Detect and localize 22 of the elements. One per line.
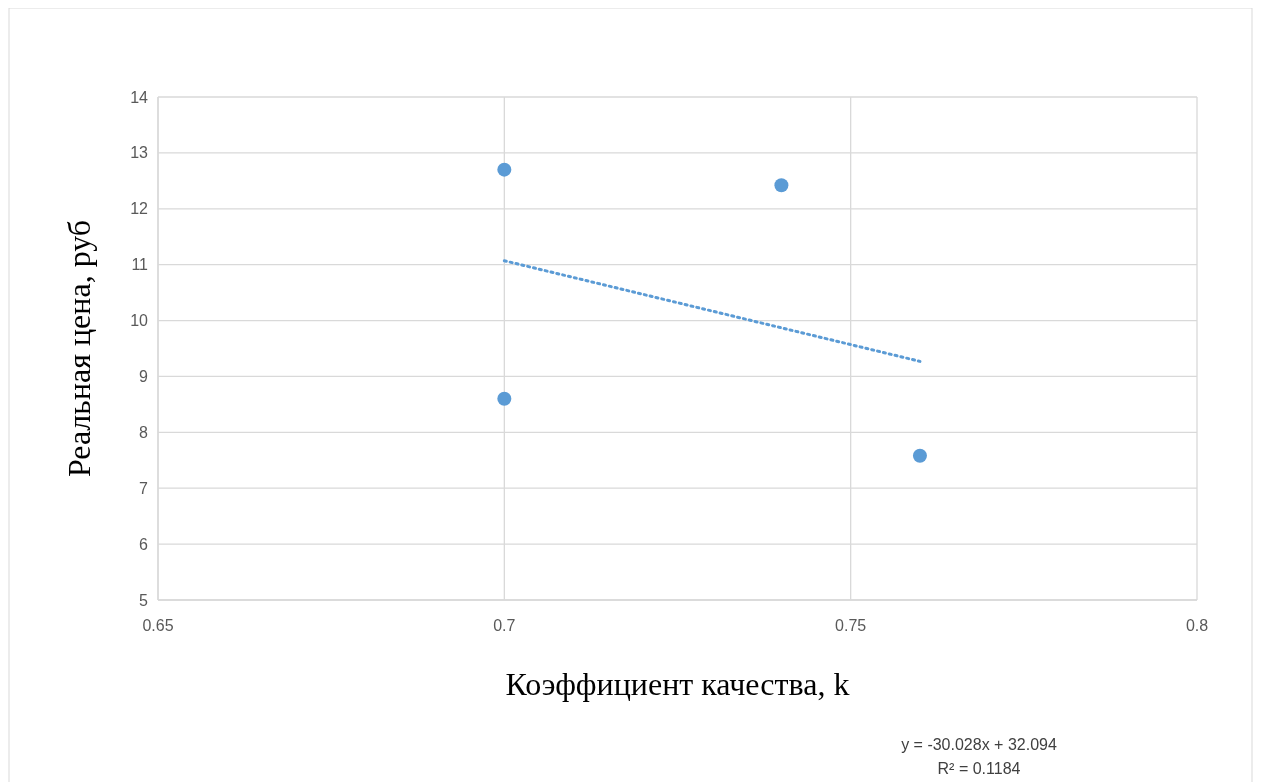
y-tick-label: 13 (130, 144, 149, 162)
x-tick-label: 0.75 (835, 617, 867, 634)
point (497, 162, 512, 177)
x-axis-title: Коэффициент качества, k (505, 666, 850, 702)
y-tick-label: 14 (130, 88, 149, 106)
x-tick-label: 0.65 (142, 617, 174, 634)
y-tick-label: 9 (139, 368, 149, 386)
y-tick-label: 5 (139, 591, 149, 609)
y-tick-label: 11 (131, 256, 149, 274)
text: R² = 0.1184 (937, 760, 1021, 777)
x-tick-label: 0.7 (493, 617, 516, 634)
point (497, 391, 512, 406)
x-tick-label: 0.8 (1185, 617, 1209, 634)
y-tick-label: 6 (139, 535, 149, 553)
y-tick-label: 7 (139, 479, 149, 497)
y-tick-label: 12 (130, 200, 149, 218)
y-tick-label: 8 (139, 423, 149, 441)
point (912, 448, 927, 463)
y-tick-label: 10 (130, 312, 149, 330)
text: y = -30.028x + 32.094 (901, 736, 1057, 753)
y-axis-title: Реальная цена, руб (61, 219, 97, 478)
point (774, 178, 789, 193)
